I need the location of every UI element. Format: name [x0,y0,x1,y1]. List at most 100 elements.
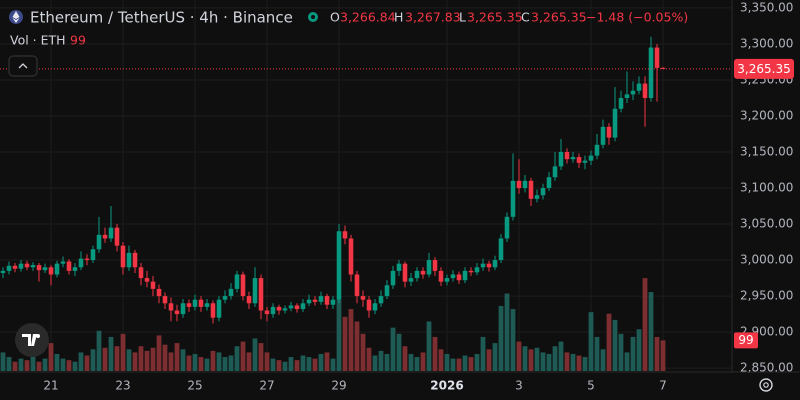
x-tick-label: 7 [659,379,667,393]
candle-body [240,274,246,297]
volume-bar [528,349,534,371]
candle-body [486,263,492,268]
candle-body [348,238,354,275]
volume-bar [366,347,372,371]
candle-body [156,288,162,297]
candle-body [504,216,510,239]
candle-body [210,303,216,318]
volume-bar [510,309,516,371]
volume-bar [84,355,90,371]
candle-body [594,144,600,156]
candle-body [354,274,360,297]
candle-body [198,299,204,307]
y-tick-label: 3,100.00 [740,181,793,195]
candle-body [582,160,588,163]
volume-bar [96,330,102,371]
gear-ring[interactable] [759,378,773,392]
volume-bar [606,313,612,371]
x-tick-label: 27 [259,379,274,393]
volume-bar [60,358,66,371]
market-status-inner [311,15,315,19]
candle-body [528,180,534,199]
candle-body [480,263,486,268]
volume-bar [390,327,396,371]
x-tick-label: 2026 [430,379,463,393]
volume-bar [270,358,276,371]
close-label: C [521,10,530,25]
volume-bar [186,355,192,371]
volume-bar [582,357,588,371]
volume-bar [660,340,666,371]
eth-glyph [12,11,20,23]
tv-logo [15,323,49,357]
volume-bar [228,355,234,371]
volume-bar [576,355,582,371]
candle-body [342,231,348,239]
volume-bar [618,333,624,371]
candle-body [48,267,54,275]
volume-bar [126,349,132,371]
candle-layer [0,36,666,324]
candle-body [18,263,24,269]
volume-bar [36,361,42,371]
collapse-button[interactable] [8,55,38,77]
candle-body [540,188,546,196]
candle-body [126,252,132,268]
x-tick-label: 3 [515,379,523,393]
volume-bar [192,353,198,371]
candle-body [336,231,342,300]
candle-body [162,296,168,304]
candle-body [276,306,282,311]
volume-bar [204,358,210,371]
volume-bar [426,321,432,371]
volume-bar [42,358,48,371]
volume-bar [504,293,510,371]
x-tick-label: 21 [43,379,58,393]
candle-body [432,260,438,271]
candle-body [6,265,12,271]
gear-hub[interactable] [763,382,769,388]
candle-body [378,296,384,304]
overlay: 3,350.003,300.003,250.003,200.003,150.00… [0,0,794,393]
volume-bar [474,353,480,371]
volume-bar [450,358,456,371]
volume-bar [342,316,348,371]
candle-body [54,263,60,275]
candle-body [492,260,498,268]
volume-bar [144,350,150,371]
volume-bar [258,343,264,371]
volume-bar [252,338,258,371]
candle-body [282,308,288,311]
candle-body [576,157,582,163]
logo-dot [36,334,40,338]
candle-body [150,281,156,289]
candle-body [648,47,654,98]
candle-body [102,234,108,239]
volume-bar [24,360,30,371]
candle-body [132,252,138,268]
y-tick-label: 3,000.00 [740,253,793,267]
volume-bar [0,352,6,371]
candle-body [120,245,126,268]
candle-body [204,303,210,307]
settings-icon[interactable] [759,378,773,392]
volume-bar [414,357,420,371]
volume-bar [150,347,156,371]
candle-body [612,108,618,138]
volume-bar [594,336,600,371]
candle-body [588,155,594,161]
candle-body [444,278,450,282]
y-tick-label: 3,350.00 [740,0,793,14]
candle-body [654,47,660,68]
volume-bar [354,321,360,371]
volume-bar [384,353,390,371]
candle-body [600,126,606,145]
volume-bar [516,341,522,371]
volume-bar [30,355,36,371]
candle-body [186,303,192,307]
volume-bar [318,353,324,371]
volume-bar [648,292,654,371]
candle-body [324,296,330,305]
